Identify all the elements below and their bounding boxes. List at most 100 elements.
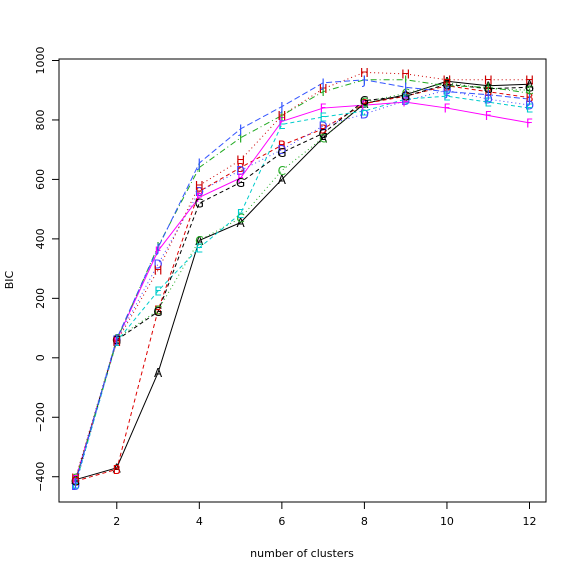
data-point-h: H: [484, 73, 493, 87]
data-point-b: B: [360, 97, 368, 111]
data-point-h: H: [236, 154, 245, 168]
data-point-e: E: [237, 207, 245, 221]
data-point-e: E: [72, 478, 80, 492]
data-point-e: E: [484, 96, 492, 110]
data-point-h: H: [154, 264, 163, 278]
data-point-b: B: [525, 91, 533, 105]
y-tick-label: 600: [34, 169, 47, 190]
data-point-j: J: [114, 332, 119, 346]
data-point-i: I: [445, 79, 449, 93]
data-point-h: H: [319, 82, 328, 96]
data-point-d: D: [277, 143, 286, 157]
series-line-b: [75, 85, 530, 482]
series-line-h: [75, 71, 530, 479]
data-point-g: G: [277, 146, 286, 160]
y-tick-label: 0: [34, 354, 47, 361]
data-point-d: D: [442, 84, 451, 98]
data-point-i: I: [404, 73, 408, 87]
data-point-d: D: [112, 333, 121, 347]
x-tick-label: 2: [113, 515, 120, 528]
data-point-a: A: [113, 461, 122, 475]
data-point-a: A: [360, 97, 369, 111]
data-point-h: H: [112, 335, 121, 349]
data-point-f: F: [402, 96, 409, 110]
data-point-c: C: [525, 84, 533, 98]
data-point-j: J: [444, 85, 449, 99]
series-lines: [75, 71, 530, 486]
series-line-j: [75, 79, 530, 483]
data-point-h: H: [277, 109, 286, 123]
data-point-c: C: [484, 82, 492, 96]
data-point-b: B: [402, 90, 410, 104]
data-point-h: H: [71, 472, 80, 486]
y-tick-label: 800: [34, 109, 47, 130]
data-point-e: E: [402, 93, 410, 107]
y-tick-label: 1000: [34, 46, 47, 74]
data-point-i: I: [280, 109, 284, 123]
data-point-f: F: [72, 473, 79, 487]
data-point-a: A: [195, 234, 204, 248]
data-point-f: F: [278, 115, 285, 129]
data-point-e: E: [154, 284, 162, 298]
data-point-j: J: [238, 122, 243, 136]
data-point-d: D: [484, 93, 493, 107]
data-point-g: G: [195, 197, 204, 211]
data-point-j: J: [362, 73, 367, 87]
data-point-i: I: [363, 73, 367, 87]
data-point-j: J: [485, 88, 490, 102]
x-tick-label: 4: [196, 515, 203, 528]
data-point-g: G: [401, 90, 410, 104]
data-point-c: C: [360, 96, 368, 110]
data-point-b: B: [278, 139, 286, 153]
data-point-g: G: [112, 333, 121, 347]
data-point-e: E: [278, 118, 286, 132]
data-point-g: G: [484, 82, 493, 96]
data-point-c: C: [319, 131, 327, 145]
plot-frame: [58, 58, 547, 503]
data-point-j: J: [155, 241, 160, 255]
x-tick-label: 12: [522, 515, 536, 528]
data-point-f: F: [361, 99, 368, 113]
data-point-e: E: [319, 110, 327, 124]
data-point-g: G: [318, 127, 327, 141]
data-point-c: C: [401, 87, 409, 101]
x-tick-label: 6: [278, 515, 285, 528]
data-point-i: I: [156, 240, 160, 254]
series-line-d: [75, 89, 530, 486]
data-point-c: C: [443, 76, 451, 90]
data-point-d: D: [236, 164, 245, 178]
data-point-f: F: [196, 191, 203, 205]
data-point-c: C: [278, 164, 286, 178]
y-tick-label: 400: [34, 228, 47, 249]
data-point-i: I: [198, 161, 202, 175]
data-point-d: D: [360, 108, 369, 122]
data-point-a: A: [443, 75, 452, 89]
data-point-i: I: [486, 81, 490, 95]
data-point-i: I: [321, 85, 325, 99]
data-point-h: H: [525, 73, 534, 87]
x-axis-title: number of clusters: [250, 547, 354, 560]
data-point-b: B: [113, 463, 121, 477]
data-point-d: D: [401, 94, 410, 108]
y-tick-label: −400: [34, 462, 47, 492]
data-point-b: B: [236, 161, 244, 175]
data-point-i: I: [115, 333, 119, 347]
data-point-j: J: [320, 76, 325, 90]
data-point-a: A: [484, 79, 493, 93]
series-line-a: [75, 80, 530, 481]
data-point-b: B: [484, 85, 492, 99]
data-point-b: B: [71, 475, 79, 489]
data-point-a: A: [154, 366, 163, 380]
data-point-a: A: [319, 131, 328, 145]
data-point-f: F: [320, 102, 327, 116]
data-point-e: E: [526, 102, 534, 116]
data-point-b: B: [195, 185, 203, 199]
data-point-c: C: [195, 234, 203, 248]
y-axis: −400 −200 0 200 400 600 800 1000: [34, 46, 60, 492]
data-point-c: C: [71, 472, 79, 486]
data-point-i: I: [528, 87, 532, 101]
data-point-a: A: [278, 173, 287, 187]
data-point-g: G: [71, 475, 80, 489]
